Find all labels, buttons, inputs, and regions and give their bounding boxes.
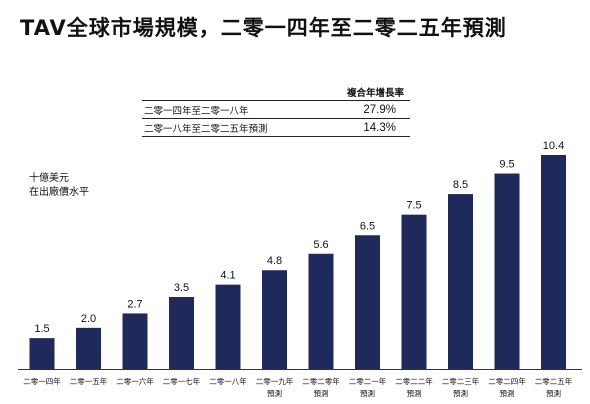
x-tick-label: 二零二五年 (535, 376, 573, 386)
bar-value-label: 1.5 (34, 323, 49, 335)
x-tick-label: 預測 (360, 388, 375, 398)
cagr-value: 14.3% (363, 121, 396, 134)
bar-value-label: 3.5 (174, 282, 189, 294)
cagr-period: 二零一四年至二零一八年 (144, 105, 249, 117)
x-tick-label: 二零二二年 (395, 376, 433, 386)
cagr-period: 二零一八年至二零二五年預測 (144, 123, 268, 135)
x-tick-label: 二零二四年 (488, 376, 526, 386)
x-tick-label: 預測 (407, 388, 422, 398)
bar-value-label: 8.5 (453, 179, 468, 191)
x-tick-label: 預測 (314, 388, 329, 398)
bar-value-label: 6.5 (360, 220, 375, 232)
cagr-table: 複合年增長率 二零一四年至二零一八年 27.9% 二零一八年至二零二五年預測 1… (142, 85, 410, 137)
x-tick-label: 二零一六年 (116, 376, 154, 386)
x-tick-label: 二零二零年 (302, 376, 340, 386)
bar (355, 235, 380, 369)
bar (494, 173, 520, 369)
cagr-row: 二零一四年至二零一八年 27.9% (142, 100, 410, 118)
x-tick-label: 二零一八年 (209, 376, 247, 386)
x-tick-label: 預測 (500, 388, 515, 398)
bar (448, 194, 473, 369)
x-tick-label: 二零二一年 (349, 376, 387, 386)
bar (169, 296, 194, 369)
cagr-header: 複合年增長率 (346, 88, 404, 99)
bar (29, 338, 55, 369)
cagr-row: 二零一八年至二零二五年預測 14.3% (142, 118, 410, 137)
x-tick-label: 預測 (453, 388, 468, 398)
bar (262, 270, 287, 369)
bar (122, 313, 148, 369)
bar-value-label: 9.5 (499, 159, 514, 171)
bar-value-label: 2.0 (81, 313, 96, 325)
x-tick-label: 預測 (267, 388, 282, 398)
bar (401, 214, 427, 369)
chart-title: TAV全球市場規模，二零一四年至二零二五年預測 (20, 16, 507, 40)
bar (541, 155, 566, 369)
x-tick-label: 二零二三年 (442, 376, 480, 386)
bar-value-label: 4.1 (220, 270, 235, 282)
bar-value-label: 10.4 (543, 140, 564, 152)
bar (215, 284, 241, 369)
x-tick-label: 二零一七年 (163, 376, 201, 386)
bar (308, 253, 334, 369)
bar-value-label: 4.8 (267, 255, 282, 267)
bar-value-label: 5.6 (313, 239, 328, 251)
bar-value-label: 7.5 (406, 200, 421, 212)
x-tick-label: 二零一五年 (70, 376, 108, 386)
y-axis-label-line: 十億美元 (29, 173, 69, 184)
bar (76, 327, 101, 369)
y-axis-label-line: 在出廠價水平 (29, 187, 89, 198)
cagr-value: 27.9% (363, 103, 396, 116)
x-tick-label: 二零一四年 (23, 376, 61, 386)
x-tick-label: 預測 (546, 388, 561, 398)
bar-value-label: 2.7 (127, 298, 142, 310)
y-axis-label: 十億美元 在出廠價水平 (29, 172, 89, 200)
x-tick-label: 二零一九年 (256, 376, 294, 386)
